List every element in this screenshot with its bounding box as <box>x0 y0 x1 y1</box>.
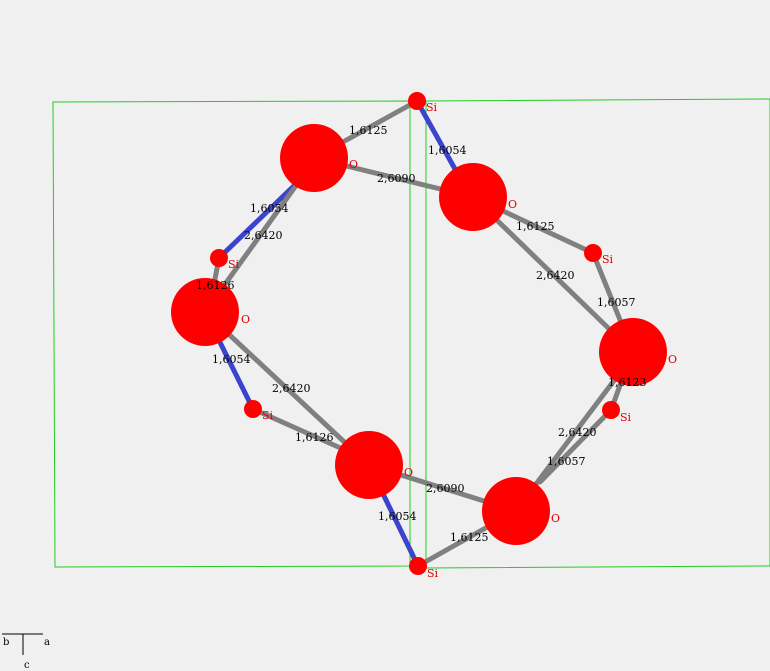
unit-cell <box>52 98 770 569</box>
bond-o-o <box>527 367 625 495</box>
atom-label-o: O <box>508 198 517 211</box>
silicon-atom <box>584 244 602 262</box>
atoms <box>171 92 667 575</box>
axis-label-b: b <box>3 637 9 648</box>
oxygen-atom <box>280 124 348 192</box>
bond-length-label: 1,6054 <box>428 144 467 157</box>
atom-label-si: Si <box>602 253 614 266</box>
silicon-atom <box>408 92 426 110</box>
atom-label-o: O <box>551 512 560 525</box>
bond-length-label: 1,6126 <box>295 431 334 444</box>
silicon-atom <box>244 400 262 418</box>
bond-length-label: 1,6125 <box>349 124 388 137</box>
bond-length-label: 1,6054 <box>212 353 251 366</box>
atom-label-si: Si <box>228 258 240 271</box>
bond-si-o <box>250 406 348 453</box>
bond-length-label: 1,6054 <box>378 510 417 523</box>
oxygen-atom <box>482 477 550 545</box>
atom-labels: O O O O O O Si Si Si Si Si Si <box>228 101 677 580</box>
atom-label-o: O <box>241 313 250 326</box>
bond-length-label: 2,6420 <box>536 269 575 282</box>
bond-o-o <box>470 194 636 355</box>
bond-si-o <box>414 98 463 181</box>
atom-label-si: Si <box>426 101 438 114</box>
bond-length-label: 1,6057 <box>547 455 586 468</box>
bond-length-label: 1,6125 <box>516 220 555 233</box>
bond-si-o <box>537 407 614 485</box>
bond-length-label: 2,6090 <box>426 482 465 495</box>
orientation-axes: b a c <box>2 633 50 671</box>
bond-length-label: 2,6420 <box>244 229 283 242</box>
oxygen-atom <box>171 278 239 346</box>
atom-label-si: Si <box>620 411 632 424</box>
bond-length-labels: 1,6125 1,6054 2,6090 1,6054 2,6420 1,612… <box>196 124 647 544</box>
oxygen-atom <box>439 163 507 231</box>
bond-length-label: 1,6125 <box>450 531 489 544</box>
bond-o-o <box>202 309 372 468</box>
bond-length-label: 1,6054 <box>250 202 289 215</box>
atom-label-si: Si <box>262 409 274 422</box>
bond-length-label: 2,6420 <box>558 426 597 439</box>
oxygen-atom <box>335 431 403 499</box>
bond-length-label: 2,6420 <box>272 382 311 395</box>
silicon-atom <box>210 249 228 267</box>
axis-label-c: c <box>24 660 30 671</box>
bond-length-label: 1,6123 <box>608 376 647 389</box>
bond-length-label: 2,6090 <box>377 172 416 185</box>
atom-label-si: Si <box>427 567 439 580</box>
bond-length-label: 1,6057 <box>597 296 636 309</box>
silicon-atom <box>602 401 620 419</box>
bonds <box>202 98 636 569</box>
unit-cell-front-face <box>425 98 770 569</box>
atom-label-o: O <box>349 158 358 171</box>
bond-si-o <box>216 177 303 261</box>
axis-label-a: a <box>44 637 50 648</box>
bond-length-label: 1,6126 <box>196 279 235 292</box>
atom-label-o: O <box>668 353 677 366</box>
atom-label-o: O <box>404 466 413 479</box>
oxygen-atom <box>599 318 667 386</box>
silicon-atom <box>409 557 427 575</box>
